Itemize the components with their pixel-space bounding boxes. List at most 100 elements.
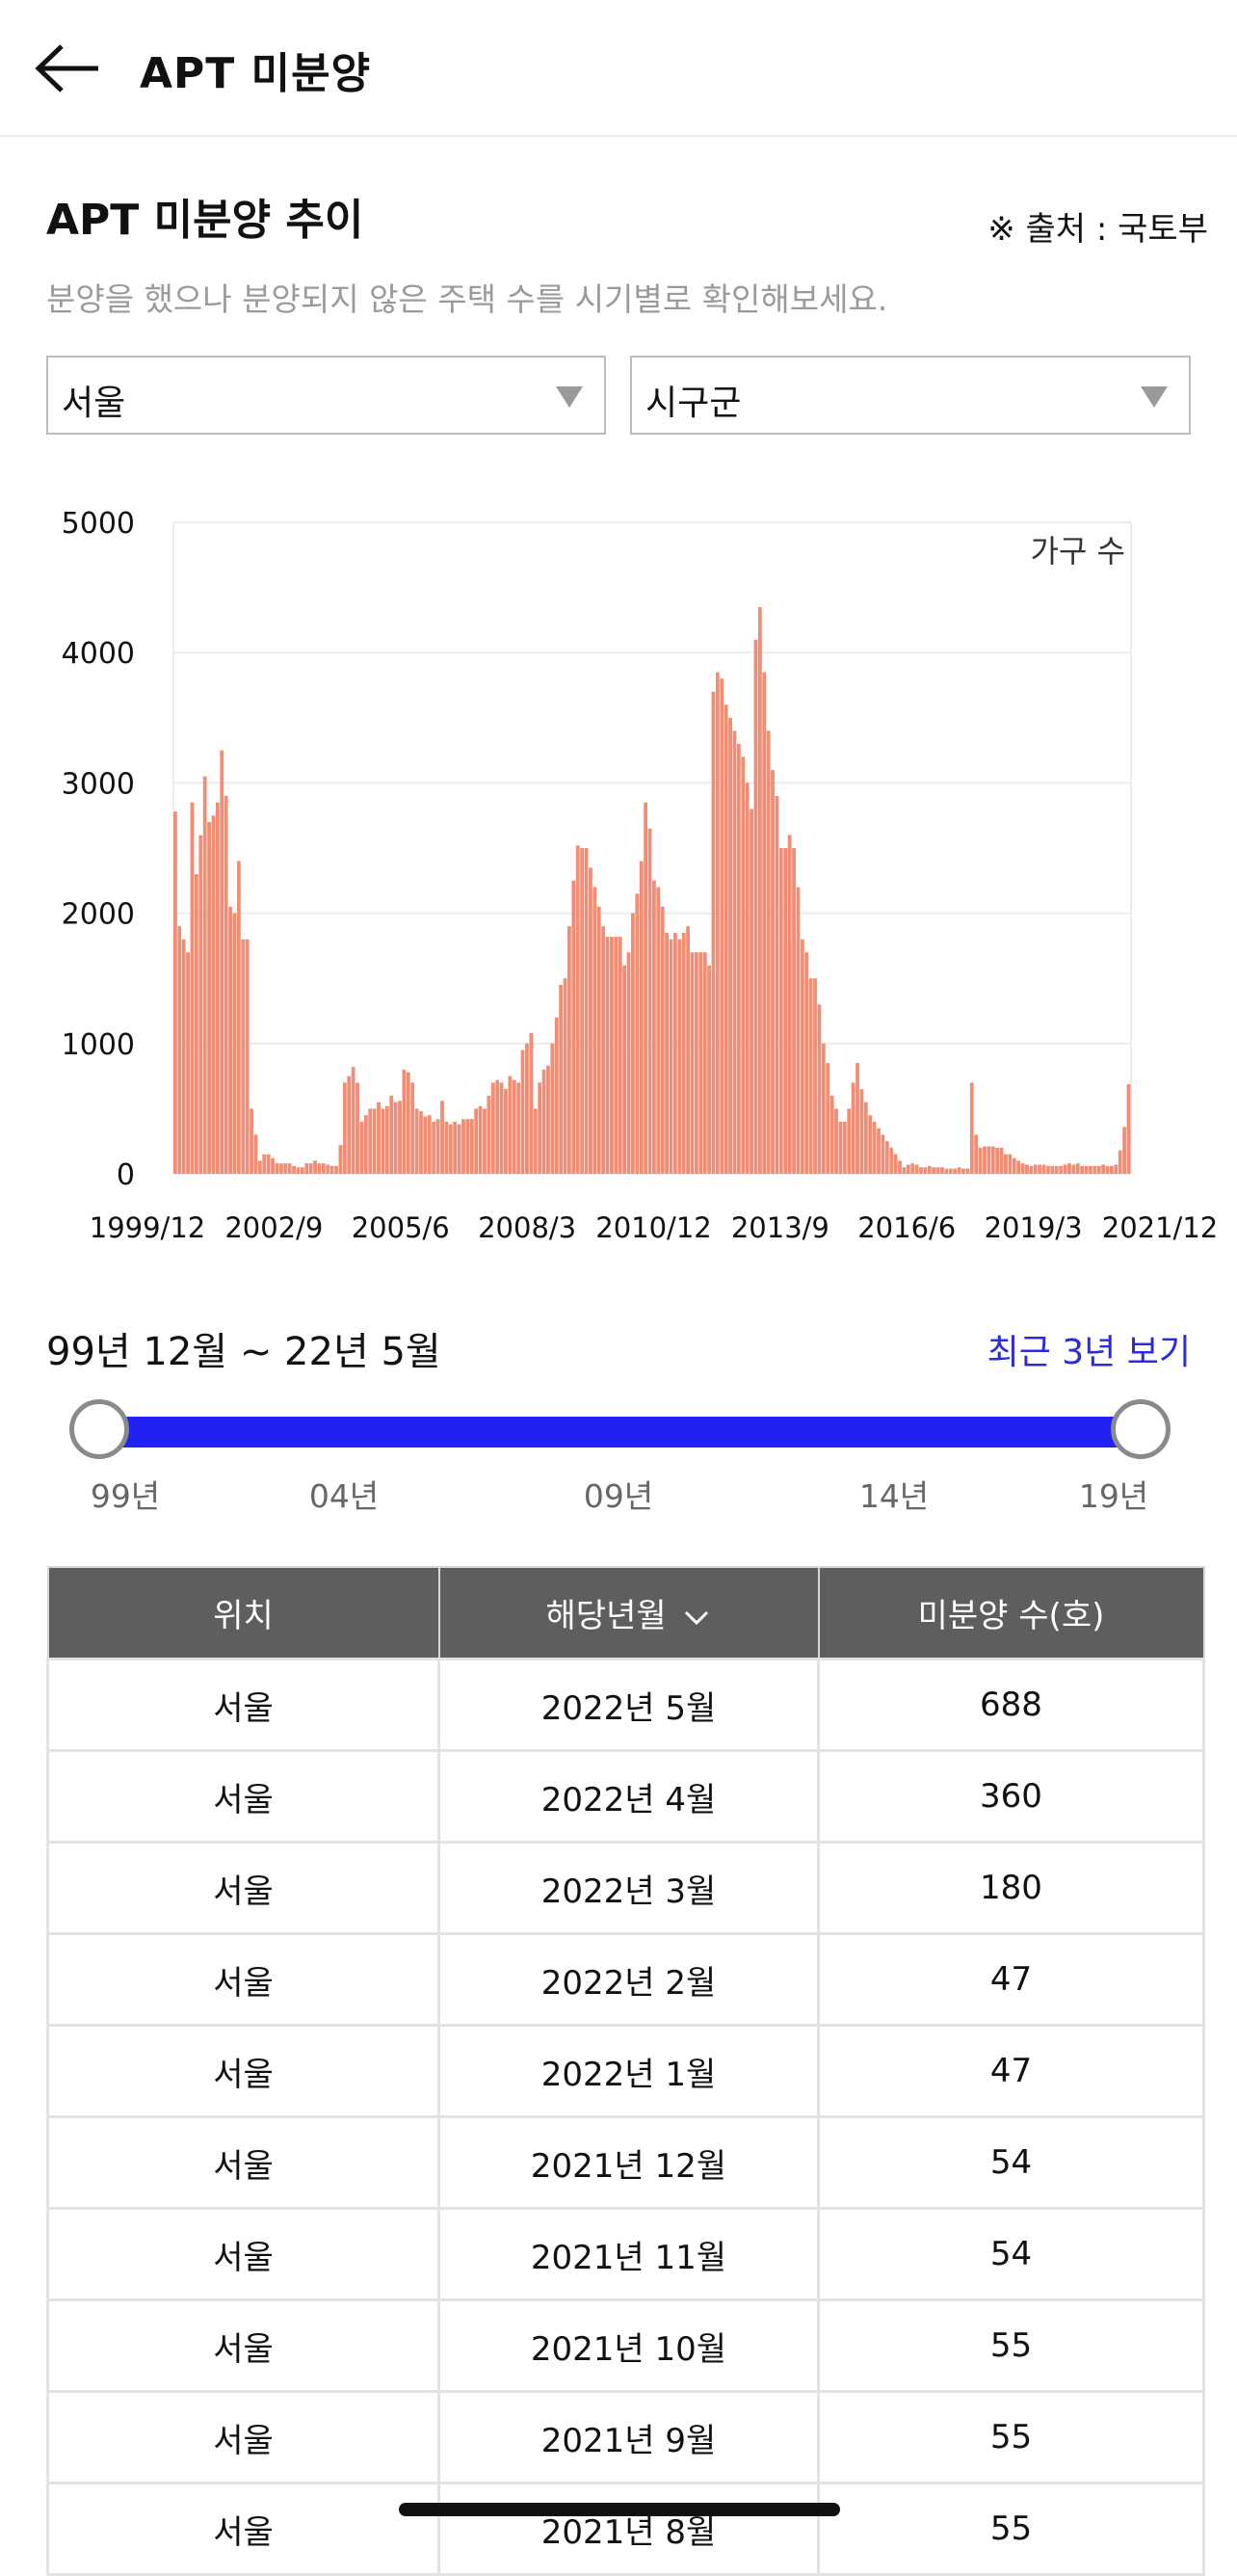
table-row: 서울 2022년 3월 180 (46, 1841, 1205, 1935)
bar (808, 978, 813, 1174)
bar (525, 1043, 529, 1174)
slider-tick-label: 04년 (308, 1477, 380, 1515)
bar (919, 1167, 923, 1174)
district-select[interactable]: 시구군 (630, 356, 1191, 435)
bar (342, 1082, 347, 1174)
bar (465, 1119, 470, 1174)
table-row: 서울 2021년 12월 54 (46, 2115, 1205, 2210)
bar (847, 1108, 852, 1174)
bar (787, 835, 792, 1174)
bar (275, 1163, 279, 1174)
bar (1071, 1164, 1076, 1174)
range-slider-end-handle[interactable] (1111, 1399, 1171, 1459)
bar (368, 1108, 373, 1174)
bar (999, 1147, 1004, 1174)
bar (669, 939, 673, 1174)
bar (826, 1063, 830, 1174)
region-select[interactable]: 서울 (46, 356, 606, 435)
bar (944, 1168, 949, 1174)
range-slider-track[interactable] (100, 1417, 1141, 1447)
bar (995, 1147, 1000, 1174)
bar (1101, 1164, 1106, 1174)
bar (550, 1043, 555, 1174)
bar (804, 952, 809, 1174)
bar (681, 932, 686, 1174)
bar (419, 1111, 423, 1174)
bar (313, 1160, 317, 1174)
bar (241, 939, 246, 1174)
column-header-month[interactable]: 해당년월 (437, 1566, 820, 1660)
y-tick-label: 0 (117, 1158, 135, 1192)
column-header-location[interactable]: 위치 (46, 1566, 440, 1660)
bar (618, 936, 622, 1174)
cell-month: 2022년 5월 (437, 1658, 820, 1752)
bar (355, 1082, 359, 1174)
chevron-down-icon (685, 1610, 709, 1625)
bar (940, 1167, 944, 1174)
bar (512, 1079, 516, 1174)
bar (554, 1017, 559, 1174)
bar (596, 906, 601, 1174)
bar (639, 861, 644, 1174)
bar (541, 1069, 546, 1174)
bar (766, 730, 771, 1174)
bar (292, 1165, 296, 1174)
bar (736, 743, 741, 1174)
bar (711, 691, 716, 1174)
range-slider-start-handle[interactable] (69, 1399, 129, 1459)
bar (186, 952, 190, 1174)
bar (575, 845, 580, 1174)
bar (546, 1065, 550, 1174)
bar (461, 1119, 465, 1174)
y-tick-label: 5000 (62, 507, 135, 541)
bar (889, 1147, 894, 1174)
bar (990, 1146, 995, 1174)
bar (351, 1067, 355, 1174)
bar (194, 874, 198, 1174)
bar (829, 1095, 834, 1174)
bar (626, 952, 631, 1174)
bar (253, 1134, 258, 1174)
bar (359, 1121, 364, 1174)
bar (771, 769, 775, 1174)
x-tick-label: 2008/3 (478, 1211, 576, 1244)
y-tick-label: 1000 (62, 1028, 135, 1062)
bar (317, 1163, 322, 1174)
bar (211, 815, 216, 1174)
bar (724, 704, 728, 1174)
y-tick-label: 3000 (62, 767, 135, 801)
bar (278, 1163, 283, 1174)
bar (694, 952, 698, 1174)
recent-3-years-link[interactable]: 최근 3년 보기 (987, 1333, 1191, 1372)
bar (520, 1049, 525, 1174)
bar (487, 1095, 491, 1174)
bar (224, 795, 228, 1174)
cell-count: 360 (817, 1749, 1205, 1844)
x-tick-label: 2021/12 (1102, 1211, 1218, 1244)
bar (529, 1032, 534, 1174)
bar (838, 1121, 843, 1174)
bar (202, 776, 207, 1174)
bar (1033, 1164, 1038, 1174)
x-tick-label: 2013/9 (731, 1211, 829, 1244)
bar (1105, 1165, 1110, 1174)
bar (321, 1163, 326, 1174)
cell-location: 서울 (46, 2207, 440, 2301)
bar (444, 1121, 449, 1174)
bar (707, 965, 711, 1174)
bar (778, 848, 783, 1174)
bar (283, 1163, 288, 1174)
back-arrow-icon[interactable] (35, 40, 104, 96)
bar (410, 1082, 415, 1174)
bar (957, 1167, 961, 1174)
bar (1122, 1127, 1126, 1174)
bar (601, 926, 606, 1174)
bar (1096, 1165, 1101, 1174)
bar (329, 1165, 334, 1174)
cell-location: 서울 (46, 1841, 440, 1935)
bar (567, 926, 571, 1174)
bar (851, 1082, 855, 1174)
bar (702, 952, 707, 1174)
bar (347, 1076, 352, 1174)
column-header-count[interactable]: 미분양 수(호) (817, 1566, 1205, 1660)
